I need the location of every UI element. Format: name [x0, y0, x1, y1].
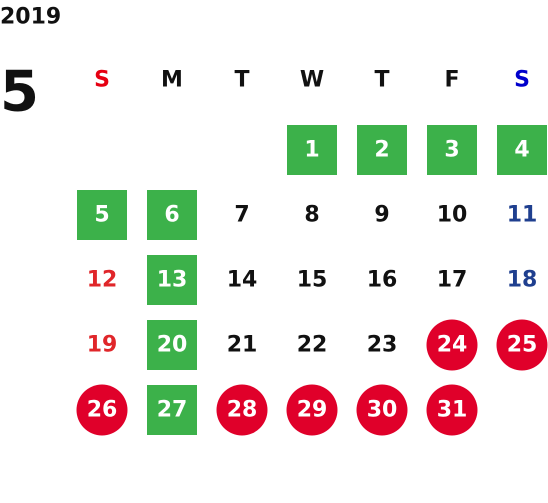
day-highlight [496, 319, 548, 371]
day: 31 [437, 398, 468, 423]
month: 5 [0, 60, 39, 125]
day: 17 [437, 268, 468, 293]
day: 30 [367, 398, 398, 423]
day-highlight [357, 125, 407, 175]
day-highlight [356, 384, 408, 436]
day: 2 [374, 138, 389, 163]
day: 13 [157, 268, 188, 293]
day: 11 [507, 203, 538, 228]
day: 22 [297, 333, 328, 358]
day: 12 [87, 268, 118, 293]
day-highlight [147, 385, 197, 435]
day: 3 [444, 138, 459, 163]
day-highlight [77, 190, 127, 240]
day: 24 [437, 333, 468, 358]
day: 9 [374, 203, 389, 228]
day: 18 [507, 268, 538, 293]
day-highlight [216, 384, 268, 436]
day: 19 [87, 333, 118, 358]
day: 7 [234, 203, 249, 228]
day: 5 [94, 203, 109, 228]
day-highlight [76, 384, 128, 436]
day-highlight [286, 384, 338, 436]
day: 25 [507, 333, 538, 358]
weekday: S [94, 68, 110, 93]
day-highlight [426, 319, 478, 371]
day-highlight [426, 384, 478, 436]
day-highlight [147, 190, 197, 240]
weekday: T [234, 68, 249, 93]
weekday: T [374, 68, 389, 93]
weekday: S [514, 68, 530, 93]
weekday: M [161, 68, 183, 93]
day: 14 [227, 268, 258, 293]
day-highlight [287, 125, 337, 175]
day: 4 [514, 138, 529, 163]
day: 20 [157, 333, 188, 358]
day: 26 [87, 398, 118, 423]
year: 2019 [0, 5, 61, 30]
day-highlight [147, 255, 197, 305]
weekday: F [444, 68, 459, 93]
day: 29 [297, 398, 328, 423]
day-highlight [427, 125, 477, 175]
day: 23 [367, 333, 398, 358]
day: 10 [437, 203, 468, 228]
day: 28 [227, 398, 258, 423]
day: 21 [227, 333, 258, 358]
day-highlight [497, 125, 547, 175]
day: 1 [304, 138, 319, 163]
day: 15 [297, 268, 328, 293]
day: 6 [164, 203, 179, 228]
weekday: W [300, 68, 324, 93]
day: 8 [304, 203, 319, 228]
day-highlight [147, 320, 197, 370]
day: 16 [367, 268, 398, 293]
day: 27 [157, 398, 188, 423]
